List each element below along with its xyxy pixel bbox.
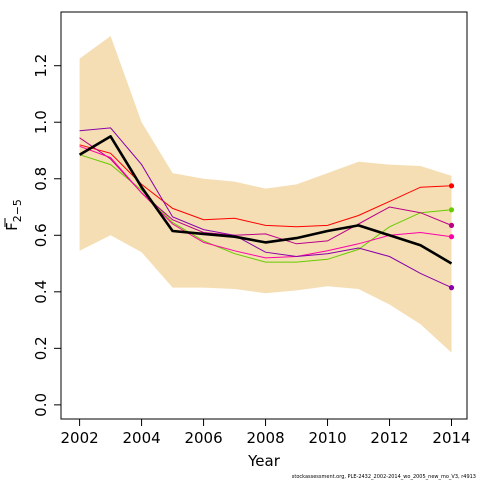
x-tick-label: 2012	[370, 429, 408, 447]
y-tick-label: 0.4	[32, 280, 50, 304]
y-tick-label: 0.0	[32, 393, 50, 417]
x-axis-label: Year	[247, 452, 281, 470]
y-axis-label-group: F2−5	[3, 199, 24, 231]
main-series-line	[78, 135, 453, 265]
y-axis-label: F	[3, 222, 21, 231]
y-tick-label: 1.2	[32, 54, 50, 78]
series-line-1	[79, 144, 452, 228]
series-end-marker-2	[448, 207, 455, 213]
x-tick-label: 2004	[122, 429, 160, 447]
x-tick-label: 2002	[61, 429, 99, 447]
y-tick-label: 0.2	[32, 336, 50, 360]
main-series-layer	[78, 135, 453, 265]
y-tick-label: 0.6	[32, 223, 50, 247]
x-tick-label: 2010	[308, 429, 346, 447]
y-tick-label: 1.0	[32, 110, 50, 134]
series-line-5	[79, 127, 452, 289]
end-marker-layer	[448, 183, 455, 291]
confidence-band-layer	[79, 36, 452, 353]
series-end-marker-5	[448, 285, 455, 291]
series-line-2	[79, 154, 452, 263]
y-axis: 0.0 0.2 0.4 0.6 0.8 1.0 1.2	[32, 54, 61, 417]
x-tick-label: 2014	[432, 429, 470, 447]
confidence-band	[79, 36, 452, 353]
series-end-marker-3	[448, 222, 455, 228]
plot-frame	[60, 11, 468, 420]
x-axis: 2002 2004 2006 2008 2010 2012 2014	[61, 419, 471, 447]
y-axis-label-subscript: 2−5	[11, 199, 24, 222]
series-end-marker-1	[448, 183, 455, 189]
series-end-marker-4	[448, 234, 455, 240]
y-tick-label: 0.8	[32, 167, 50, 191]
x-tick-label: 2008	[246, 429, 284, 447]
svg-text:F2−5: F2−5	[3, 199, 24, 231]
footer-note: stockassessment.org, PLE-2432_2002-2014_…	[292, 474, 476, 480]
x-tick-label: 2006	[184, 429, 222, 447]
